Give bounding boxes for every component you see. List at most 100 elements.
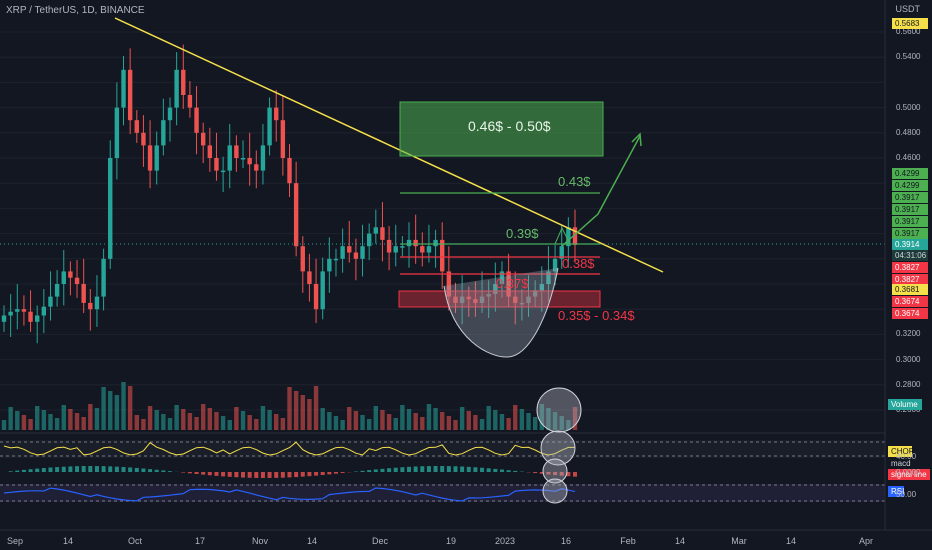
candle-body: [74, 277, 80, 284]
volume-bar: [413, 413, 418, 430]
candle-body: [207, 145, 213, 158]
candle: [493, 262, 498, 312]
volume-bar: [34, 406, 40, 430]
macd-bar: [15, 470, 20, 472]
candle-body: [393, 246, 398, 253]
macd-bar: [393, 467, 398, 472]
volume-bar: [420, 417, 425, 430]
volume-bar: [81, 417, 86, 430]
candle-body: [287, 158, 292, 184]
macd-bar: [287, 472, 292, 478]
candle: [181, 44, 186, 109]
candle: [28, 290, 33, 332]
macd-bar: [566, 472, 571, 477]
candle: [134, 110, 139, 143]
macd-bar: [8, 471, 13, 472]
time-tick: 16: [560, 536, 572, 546]
macd-bar: [573, 472, 577, 477]
macd-bar: [247, 472, 252, 478]
macd-bar: [533, 472, 538, 474]
candle: [327, 237, 332, 293]
candle-body: [440, 239, 445, 272]
volume-bar: [499, 414, 505, 430]
macd-bar: [539, 472, 544, 474]
volume-bar: [28, 419, 33, 430]
candle: [34, 305, 40, 344]
candle-body: [313, 284, 319, 310]
macd-bar: [68, 466, 73, 472]
candle-body: [8, 311, 13, 316]
candle: [473, 281, 478, 317]
macd-bar: [460, 466, 465, 472]
time-tick: Feb: [620, 536, 636, 546]
macd-bar: [373, 469, 378, 472]
candle-body: [486, 294, 491, 297]
macd-bar: [48, 467, 53, 472]
candle-body: [247, 158, 252, 165]
time-tick: 14: [306, 536, 318, 546]
macd-bar: [214, 472, 219, 476]
volume-bar: [8, 407, 13, 430]
candle: [254, 150, 259, 189]
macd-bar: [61, 466, 66, 472]
candle: [506, 253, 511, 307]
candle-body: [519, 302, 525, 305]
volume-bar: [181, 409, 186, 430]
macd-bar: [227, 472, 232, 477]
volume-bar: [220, 416, 226, 430]
macd-bar: [121, 467, 126, 472]
candle-body: [280, 120, 286, 158]
candle: [174, 52, 179, 126]
volume-bar: [254, 419, 259, 430]
volume-bar: [207, 408, 213, 430]
candle-body: [426, 246, 432, 253]
volume-bar: [154, 410, 159, 430]
candle: [287, 144, 292, 198]
candle: [453, 282, 458, 313]
candle: [41, 289, 47, 334]
candle: [167, 97, 173, 142]
candle-body: [420, 246, 425, 253]
candle: [440, 222, 445, 290]
volume-bar: [101, 387, 106, 430]
volume-bar: [446, 416, 452, 430]
macd-bar: [294, 472, 299, 478]
macd-bar: [241, 472, 246, 478]
candle: [147, 120, 153, 189]
volume-bar: [386, 414, 392, 430]
volume-label: Volume: [888, 399, 922, 410]
volume-bar: [68, 409, 73, 430]
candle: [413, 214, 418, 264]
volume-bar: [473, 415, 478, 430]
candle-body: [267, 107, 272, 146]
time-tick: 14: [62, 536, 74, 546]
candle: [15, 284, 20, 330]
candle-body: [532, 290, 538, 297]
candle-body: [539, 284, 545, 291]
candle-body: [240, 158, 246, 160]
time-tick: 14: [674, 536, 686, 546]
candle-body: [28, 311, 33, 322]
volume-bar: [141, 419, 146, 430]
candle-body: [88, 302, 93, 310]
candle: [74, 260, 80, 298]
candle-body: [214, 158, 219, 171]
macd-bar: [41, 468, 46, 472]
highlight-circle: [540, 430, 576, 466]
candle: [214, 132, 219, 181]
volume-bar: [280, 418, 286, 430]
volume-bar: [114, 395, 120, 430]
candle-body: [174, 69, 179, 108]
volume-bar: [320, 408, 325, 430]
candle: [1, 305, 7, 332]
volume-bar: [486, 406, 491, 430]
macd-bar: [194, 472, 199, 474]
candle: [200, 122, 206, 164]
candle: [566, 217, 571, 268]
candle-body: [473, 299, 478, 303]
candle: [386, 226, 392, 271]
candle: [68, 261, 73, 296]
volume-bar: [380, 410, 385, 430]
volume-bar: [234, 407, 239, 430]
